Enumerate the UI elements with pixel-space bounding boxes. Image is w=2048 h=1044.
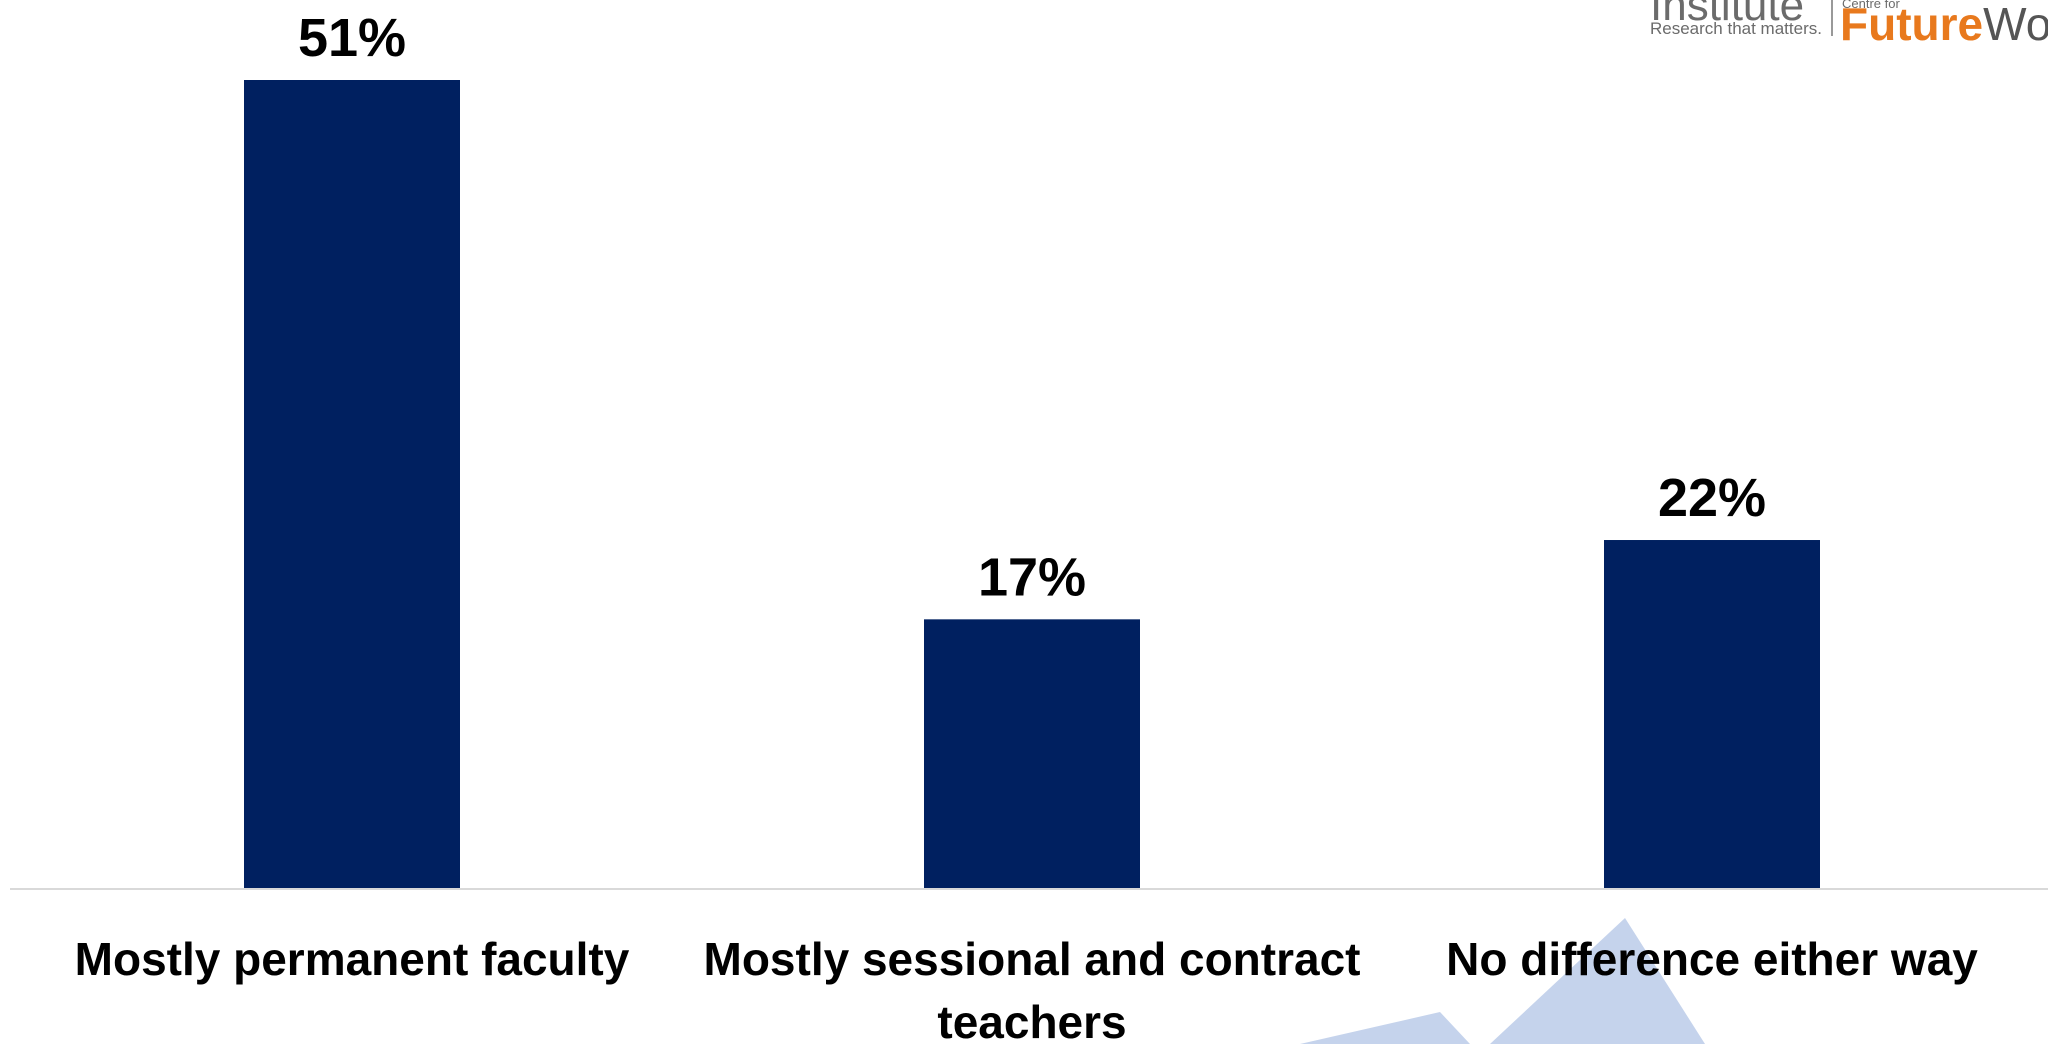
bars-group [244,80,1820,889]
category-label-2-line-2: teachers [937,996,1126,1044]
watermark-mountains [1300,918,1705,1044]
logo-work-text: Work [1983,0,2048,50]
bar-1 [244,80,460,889]
logo: Institute Research that matters. Centre … [1650,0,2048,50]
bar-2 [924,619,1140,889]
value-labels-group: 51% 17% 22% [298,8,1766,607]
value-label-2: 17% [978,547,1086,607]
logo-futurework: FutureWork [1840,0,2048,50]
logo-tagline: Research that matters. [1650,19,1822,38]
category-label-1: Mostly permanent faculty [75,933,630,985]
logo-institute-text: Institute [1650,0,1804,30]
logo-centre-text: Centre for [1842,0,1900,11]
value-label-3: 22% [1658,468,1766,528]
logo-future-text: Future [1840,0,1983,50]
bar-3 [1604,540,1820,889]
category-label-3: No difference either way [1446,933,1978,985]
value-label-1: 51% [298,8,406,68]
category-labels-group: Mostly permanent faculty Mostly sessional… [75,933,1979,1044]
category-label-2-line-1: Mostly sessional and contract [704,933,1361,985]
